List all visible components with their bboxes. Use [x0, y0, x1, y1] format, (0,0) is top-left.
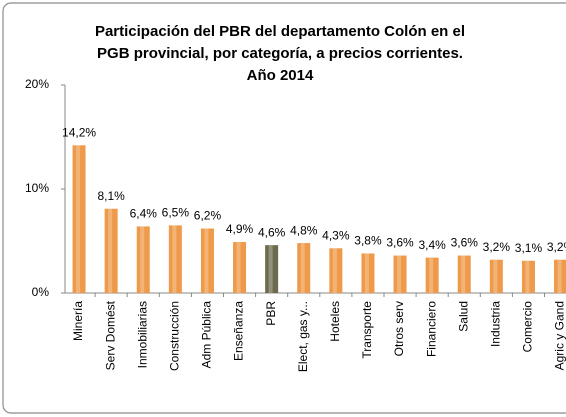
x-tick-label: Inmobiliarias	[135, 301, 149, 368]
bar-shine	[525, 260, 530, 293]
x-tick-label: Enseñanza	[232, 301, 246, 361]
x-tick-label: Minería	[71, 301, 85, 341]
value-label: 3,4%	[418, 238, 446, 252]
x-tick-label: Otros serv	[392, 301, 406, 356]
value-label: 4,9%	[226, 222, 254, 236]
bar-shine	[332, 248, 337, 293]
x-tick-label: Hoteles	[328, 301, 342, 342]
value-label: 3,8%	[354, 234, 382, 248]
value-label: 4,6%	[258, 225, 286, 239]
bar-shine	[397, 255, 402, 293]
bar	[329, 248, 343, 293]
bar-shine	[268, 245, 273, 293]
x-tick-label: Salud	[456, 301, 470, 332]
value-label: 4,3%	[322, 228, 350, 242]
bar-shine	[364, 253, 369, 293]
bar-shine	[236, 242, 241, 293]
bar-shine	[429, 257, 434, 293]
bar-shine	[204, 228, 209, 293]
bar	[168, 225, 182, 293]
bar	[425, 257, 439, 293]
value-label: 3,2%	[483, 240, 511, 254]
x-tick-label: Construcción	[168, 301, 182, 371]
x-tick-label: Adm Pública	[200, 301, 214, 369]
bar-shine	[76, 145, 81, 293]
x-tick-label: Elect, gas y...	[296, 301, 310, 372]
y-tick-label: 0%	[32, 285, 50, 299]
bar-shine	[140, 226, 145, 293]
y-tick-label: 20%	[25, 77, 49, 91]
bar	[489, 259, 503, 293]
bar	[233, 242, 247, 293]
chart-title: PGB provincial, por categoría, a precios…	[97, 45, 463, 62]
x-tick-label: Serv Domést	[103, 300, 117, 370]
bar	[361, 253, 375, 293]
bar-shine	[557, 259, 562, 293]
bar	[554, 259, 566, 293]
y-tick-label: 10%	[25, 181, 49, 195]
value-label: 4,8%	[290, 223, 318, 237]
bar	[265, 245, 279, 293]
value-label: 6,2%	[194, 209, 222, 223]
bar-shine	[461, 255, 466, 293]
value-label: 3,6%	[386, 236, 414, 250]
chart-title: Año 2014	[247, 67, 314, 84]
bar	[200, 228, 214, 293]
value-label: 6,4%	[130, 207, 158, 221]
value-label: 3,6%	[451, 236, 479, 250]
value-label: 14,2%	[62, 125, 96, 139]
value-label: 3,2%	[547, 240, 566, 254]
bar	[393, 255, 407, 293]
x-tick-label: Industria	[489, 301, 503, 347]
value-label: 6,5%	[162, 206, 190, 220]
x-tick-label: PBR	[264, 301, 278, 326]
x-tick-label: Comercio	[521, 301, 535, 353]
x-tick-label: Financiero	[424, 301, 438, 357]
bar-shine	[493, 259, 498, 293]
bar	[104, 208, 118, 293]
bar-shine	[108, 208, 113, 293]
bar	[457, 255, 471, 293]
bar-shine	[300, 243, 305, 293]
value-label: 8,1%	[97, 189, 125, 203]
x-tick-label: Agric y Gand	[553, 301, 566, 370]
bar	[297, 243, 311, 293]
bar	[521, 260, 535, 293]
value-label: 3,1%	[515, 241, 543, 255]
bar	[72, 145, 86, 293]
bar-shine	[172, 225, 177, 293]
x-tick-label: Transporte	[360, 301, 374, 359]
chart-title: Participación del PBR del departamento C…	[95, 23, 465, 40]
bar	[136, 226, 150, 293]
